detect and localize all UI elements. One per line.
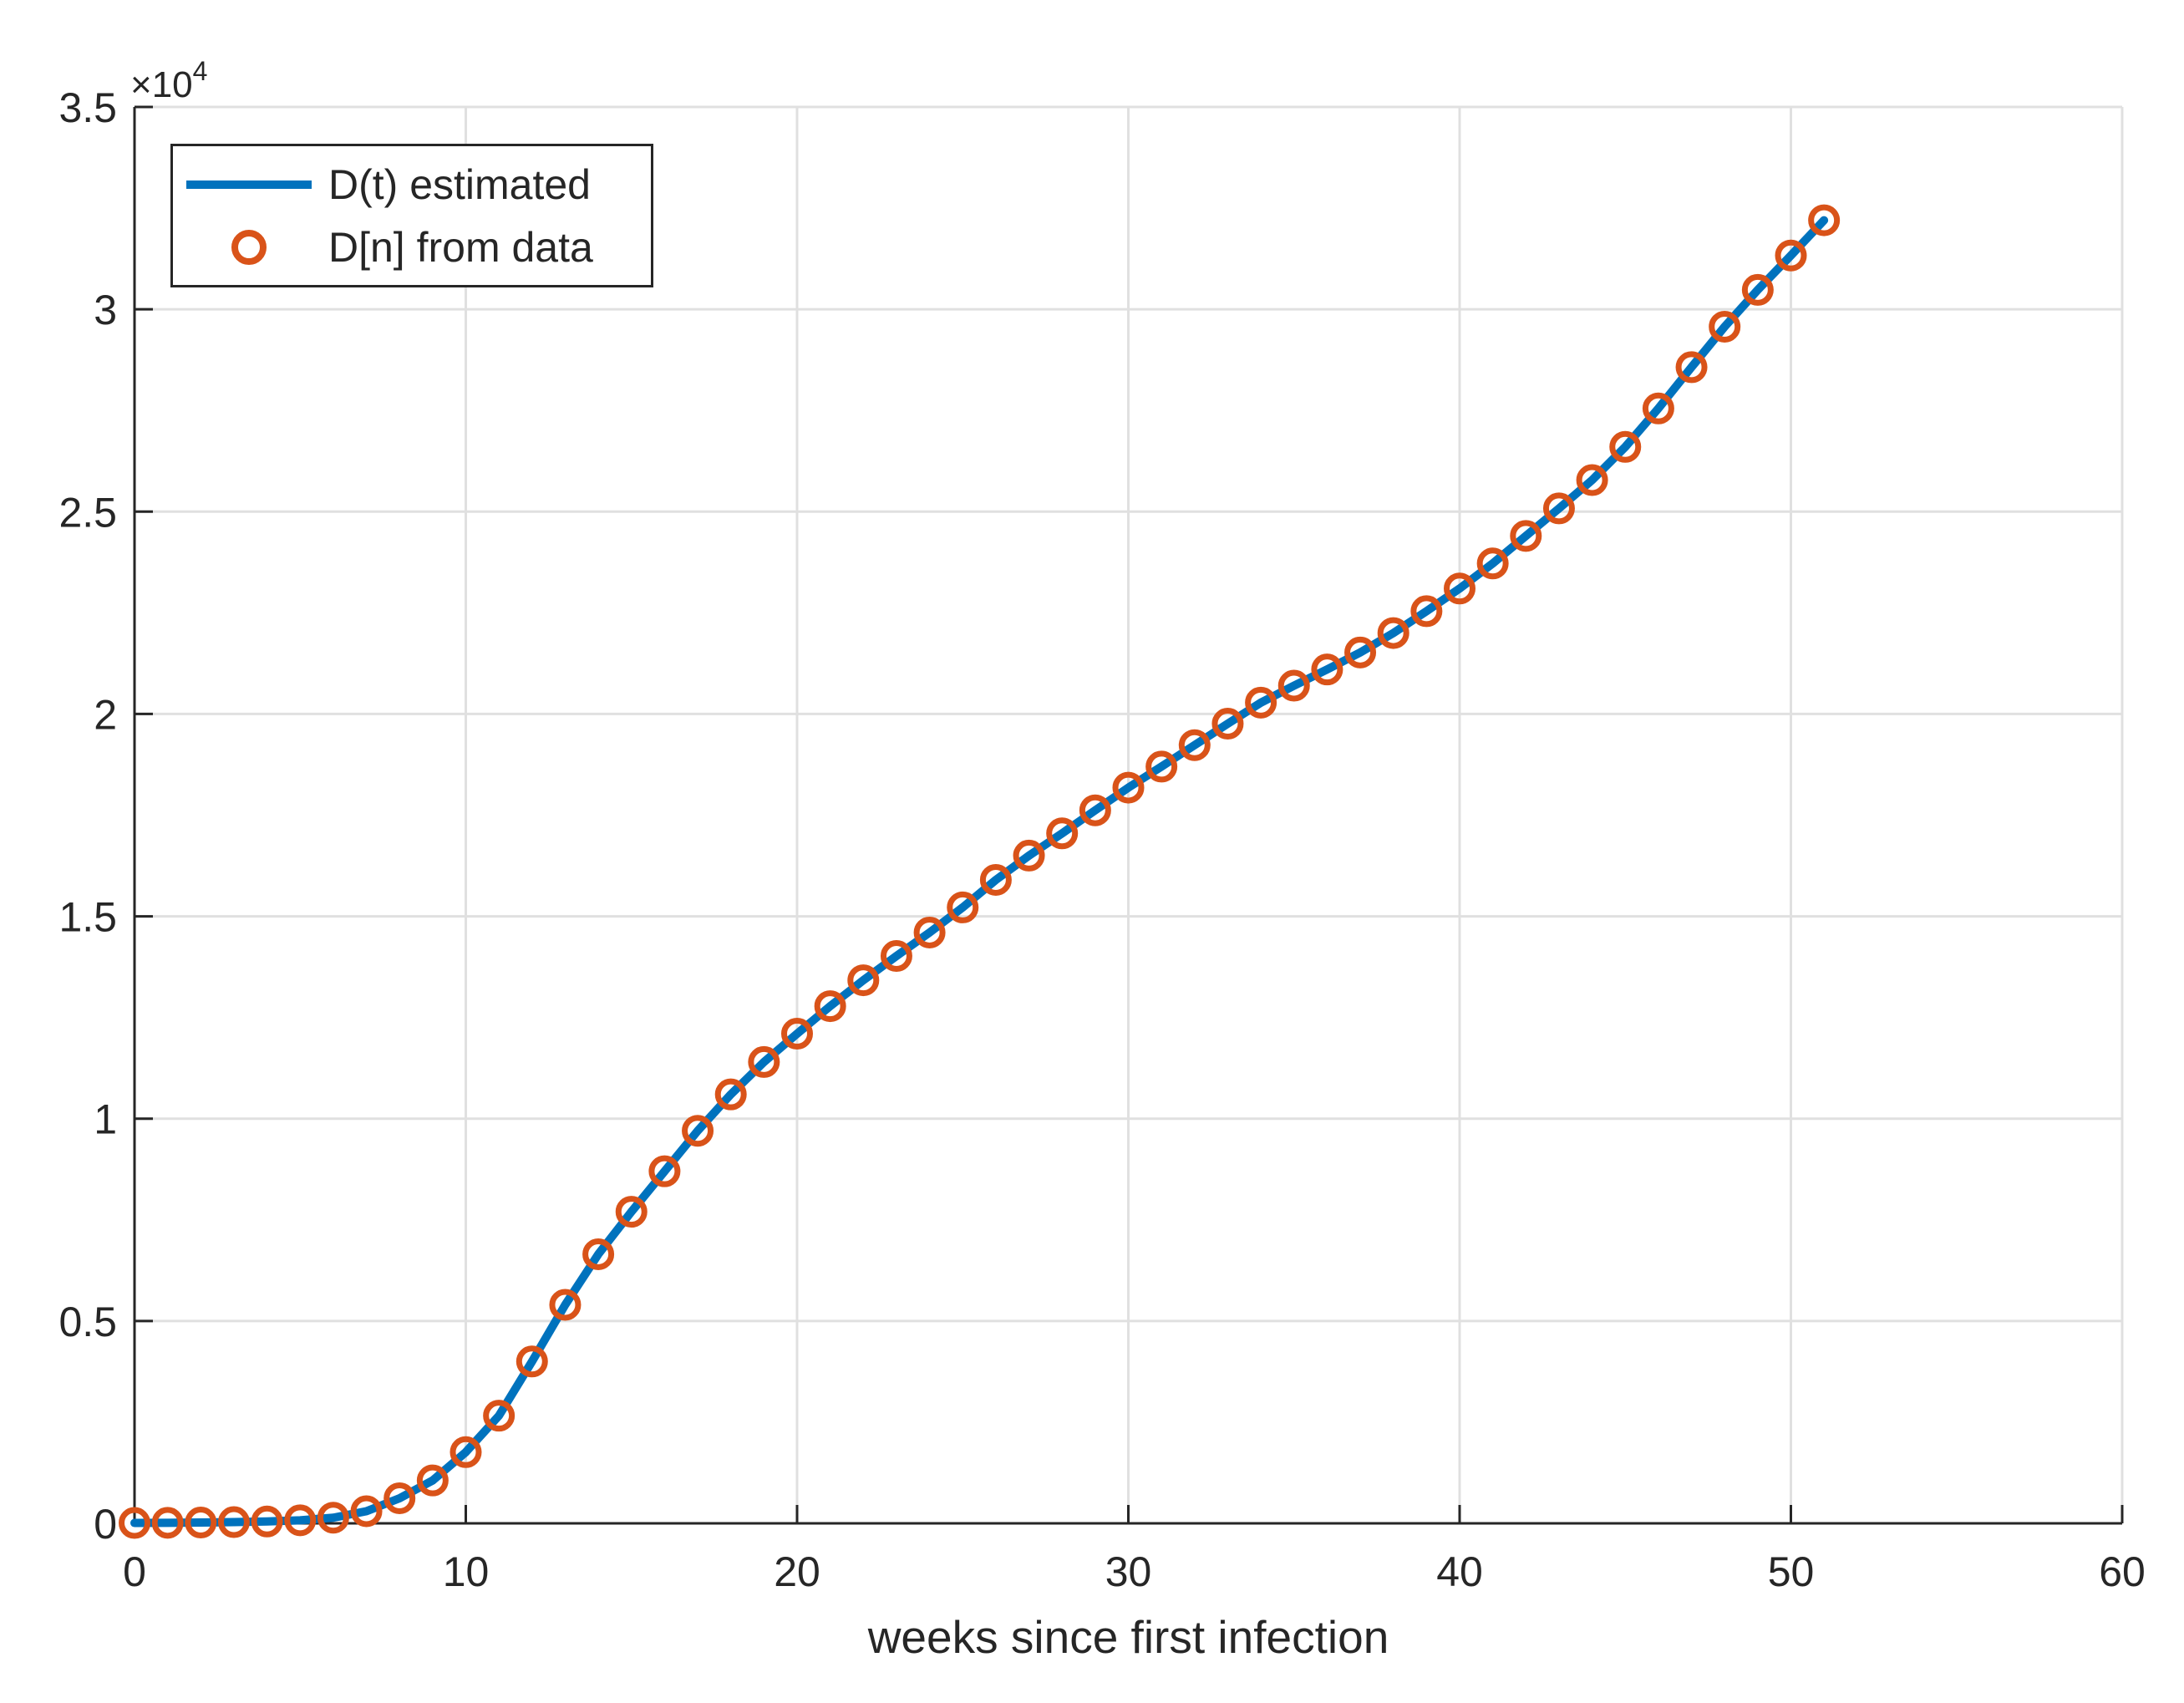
data-point-marker — [516, 1345, 548, 1378]
data-point-marker — [416, 1464, 449, 1497]
data-point-marker — [913, 916, 946, 948]
data-point-marker — [1410, 595, 1443, 628]
data-point-marker — [947, 891, 979, 923]
line-swatch-icon — [186, 180, 312, 189]
data-point-marker — [185, 1507, 217, 1539]
data-point-marker — [1808, 204, 1841, 236]
data-point-marker — [979, 863, 1012, 896]
data-point-marker — [1211, 708, 1244, 740]
data-point-marker — [814, 990, 846, 1023]
data-point-marker — [449, 1436, 482, 1468]
data-point-marker — [1344, 636, 1377, 668]
data-point-marker — [781, 1018, 813, 1050]
data-point-marker — [1245, 686, 1277, 719]
data-point-marker — [1609, 430, 1642, 463]
data-point-marker — [284, 1504, 317, 1537]
data-point-marker — [880, 940, 912, 973]
data-point-marker — [1277, 669, 1310, 702]
data-point-marker — [1576, 464, 1608, 496]
y-tick-label: 3.5 — [58, 84, 117, 131]
data-point-marker — [1542, 492, 1575, 525]
data-point-marker — [1145, 750, 1178, 783]
data-point-marker — [682, 1115, 714, 1147]
y-tick-label: 2.5 — [58, 489, 117, 536]
y-axis-multiplier: ×104 — [130, 56, 207, 105]
legend-label-estimated: D(t) estimated — [328, 160, 591, 208]
legend-row-markers: D[n] from data — [173, 223, 651, 272]
data-point-marker — [1178, 729, 1211, 761]
data-point-marker — [1642, 392, 1674, 424]
x-tick-label: 30 — [1105, 1548, 1152, 1595]
data-point-marker — [648, 1155, 681, 1187]
y-tick-label: 2 — [94, 691, 117, 738]
y-tick-label: 1.5 — [58, 894, 117, 941]
data-point-marker — [1675, 351, 1708, 384]
data-point-marker — [714, 1078, 747, 1111]
data-point-marker — [1377, 617, 1409, 649]
x-tick-label: 20 — [774, 1548, 820, 1595]
y-tick-label: 1 — [94, 1096, 117, 1143]
x-tick-label: 0 — [123, 1548, 146, 1595]
data-point-marker — [1013, 839, 1045, 872]
legend-label-data: D[n] from data — [328, 223, 593, 271]
data-point-marker — [748, 1045, 780, 1078]
data-point-marker — [1709, 310, 1741, 343]
legend-row-line: D(t) estimated — [173, 160, 651, 209]
data-point-marker — [317, 1502, 349, 1534]
legend: D(t) estimated D[n] from data — [170, 144, 653, 287]
data-point-marker — [1476, 547, 1509, 580]
data-point-marker — [1311, 653, 1343, 686]
legend-circle-sample — [186, 229, 312, 265]
data-point-marker — [483, 1400, 516, 1432]
data-point-marker — [1444, 572, 1475, 605]
data-point-marker — [1775, 239, 1807, 272]
x-axis-label: weeks since first infection — [867, 1611, 1389, 1663]
data-point-marker — [251, 1505, 283, 1538]
data-point-marker — [1079, 794, 1111, 826]
data-point-marker — [847, 964, 880, 997]
x-tick-label: 40 — [1436, 1548, 1483, 1595]
data-point-marker — [549, 1289, 582, 1321]
data-point-marker — [615, 1196, 648, 1228]
data-point-marker — [217, 1506, 250, 1538]
y-tick-label: 0 — [94, 1501, 117, 1548]
data-point-marker — [350, 1495, 383, 1528]
series-line-estimated — [130, 216, 1829, 1528]
x-tick-label: 50 — [1768, 1548, 1815, 1595]
x-tick-label: 60 — [2099, 1548, 2146, 1595]
data-point-marker — [1112, 771, 1145, 804]
circle-marker-icon — [231, 229, 267, 265]
data-point-marker — [151, 1507, 184, 1539]
data-point-marker — [1741, 273, 1774, 306]
y-tick-label: 3 — [94, 287, 117, 333]
data-point-marker — [582, 1238, 615, 1270]
data-point-marker — [1510, 520, 1542, 552]
legend-line-sample — [186, 180, 312, 189]
data-point-marker — [383, 1482, 416, 1514]
y-tick-label: 0.5 — [58, 1299, 117, 1345]
data-point-marker — [1046, 817, 1079, 850]
x-tick-label: 10 — [443, 1548, 490, 1595]
data-point-marker — [119, 1507, 150, 1539]
